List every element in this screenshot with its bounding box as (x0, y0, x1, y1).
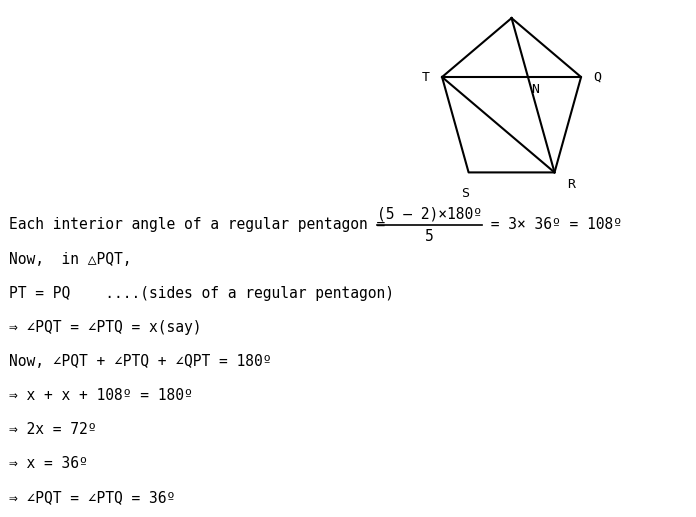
Text: P: P (507, 0, 516, 3)
Text: PT = PQ    ....(sides of a regular pentagon): PT = PQ ....(sides of a regular pentagon… (9, 285, 394, 301)
Text: ⇒ ∠PQT = ∠PTQ = x(say): ⇒ ∠PQT = ∠PTQ = x(say) (9, 320, 202, 335)
Text: S: S (461, 187, 469, 200)
Text: Now, ∠PQT + ∠PTQ + ∠QPT = 180º: Now, ∠PQT + ∠PTQ + ∠QPT = 180º (9, 354, 271, 369)
Text: Q: Q (594, 70, 601, 84)
Text: = 3× 36º = 108º: = 3× 36º = 108º (482, 217, 622, 233)
Text: Each interior angle of a regular pentagon =: Each interior angle of a regular pentago… (9, 217, 386, 233)
Text: ⇒ 2x = 72º: ⇒ 2x = 72º (9, 422, 97, 437)
Text: ⇒ ∠PQT = ∠PTQ = 36º: ⇒ ∠PQT = ∠PTQ = 36º (9, 490, 175, 506)
Text: T: T (422, 70, 429, 84)
Text: R: R (567, 177, 575, 191)
Text: N: N (531, 83, 539, 96)
Text: 5: 5 (425, 229, 434, 244)
Text: ⇒ x = 36º: ⇒ x = 36º (9, 456, 88, 472)
Text: (5 – 2)×180º: (5 – 2)×180º (377, 206, 482, 221)
Text: Now,  in △PQT,: Now, in △PQT, (9, 251, 132, 267)
Text: ⇒ x + x + 108º = 180º: ⇒ x + x + 108º = 180º (9, 388, 193, 403)
